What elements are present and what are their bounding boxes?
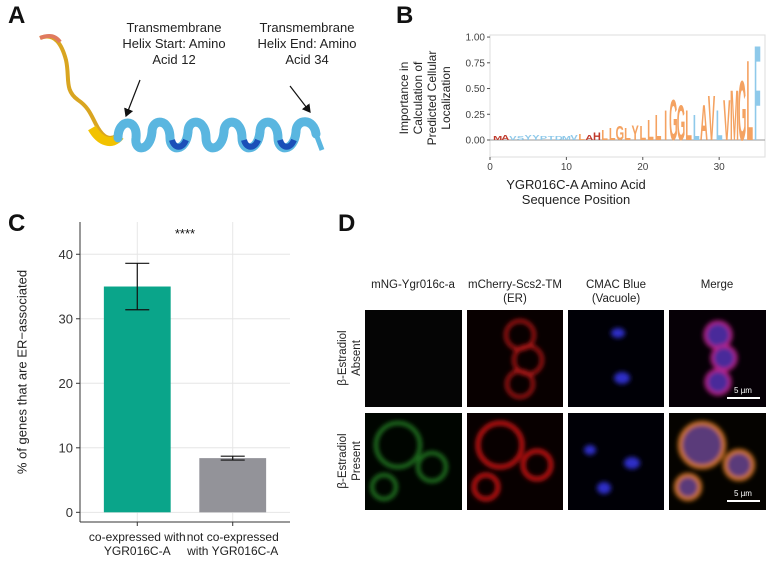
x-axis-label: YGR016C-A Amino Acid Sequence Position bbox=[506, 177, 646, 207]
logo-letter: D bbox=[555, 135, 563, 142]
logo-letter: L bbox=[716, 102, 723, 150]
logo-letter: H bbox=[593, 131, 601, 143]
logo-letter: L bbox=[578, 133, 585, 143]
logo-letter: G bbox=[669, 89, 677, 153]
x-tick-label: not co-expressed with YGR016C-A bbox=[186, 530, 279, 558]
logo-letter: G bbox=[677, 94, 685, 151]
panel-label: D bbox=[338, 210, 356, 237]
logo-letter: V bbox=[723, 89, 730, 153]
logo-letter: S bbox=[517, 135, 525, 142]
panel-label: B bbox=[396, 2, 414, 29]
logo-letter: L bbox=[693, 108, 700, 149]
y-tick-label: 10 bbox=[59, 440, 73, 455]
column-header: Merge bbox=[700, 279, 734, 291]
y-tick-label: 30 bbox=[59, 311, 73, 326]
logo-letter: L bbox=[647, 114, 654, 147]
logo-letter: F bbox=[754, 19, 761, 170]
x-tick-label: 0 bbox=[487, 162, 493, 173]
y-tick-label: 1.00 bbox=[466, 33, 486, 44]
annotation: Transmembrane Helix End: Amino Acid 34 bbox=[257, 20, 357, 67]
logo-letter: M bbox=[730, 76, 739, 156]
logo-letter: L bbox=[624, 126, 631, 145]
logo-letter: A bbox=[700, 94, 708, 151]
panel-label: C bbox=[8, 210, 26, 237]
column-header: CMAC Blue (Vacuole) bbox=[585, 279, 647, 305]
y-tick-label: 0.00 bbox=[466, 136, 486, 147]
scale-bar-label: 5 µm bbox=[734, 489, 752, 498]
logo-letter: A bbox=[585, 134, 593, 142]
scale-bar-label: 5 µm bbox=[734, 386, 752, 395]
logo-letter: Y bbox=[532, 134, 539, 142]
y-tick-label: 20 bbox=[59, 376, 73, 391]
x-tick-label: 10 bbox=[561, 162, 573, 173]
y-tick-label: 0 bbox=[66, 505, 73, 520]
logo-letter: G bbox=[738, 63, 746, 158]
panel-label: A bbox=[8, 2, 26, 29]
y-axis-label: Importance in Calculation of Predicted C… bbox=[397, 50, 453, 146]
logo-letter: M bbox=[493, 135, 502, 142]
logo-letter: L bbox=[655, 108, 662, 149]
y-axis-label: % of genes that are ER−associated bbox=[14, 269, 30, 475]
logo-letter: M bbox=[562, 135, 571, 142]
row-label: β-Estradiol Absent bbox=[337, 330, 363, 386]
plot-frame bbox=[489, 34, 766, 158]
column-header: mNG-Ygr016c-a bbox=[371, 279, 455, 291]
x-tick-label: co-expressed with YGR016C-A bbox=[88, 530, 186, 558]
logo-letter: L bbox=[639, 123, 646, 145]
x-tick-label: 30 bbox=[714, 162, 726, 173]
protein-structure bbox=[39, 33, 325, 153]
y-tick-label: 0.25 bbox=[466, 110, 486, 121]
logo-letter: A bbox=[501, 134, 509, 142]
bar bbox=[199, 458, 267, 513]
logo-letter: T bbox=[548, 135, 556, 142]
column-header: mCherry-Scs2-TM (ER) bbox=[468, 279, 562, 305]
logo-letter: L bbox=[609, 126, 616, 145]
logo-letter: Y bbox=[632, 121, 640, 145]
y-tick-label: 0.50 bbox=[466, 84, 486, 95]
logo-letter: V bbox=[570, 134, 578, 142]
logo-letter: V bbox=[509, 135, 517, 142]
row-label: β-Estradiol Present bbox=[337, 433, 363, 489]
logo-letter: G bbox=[616, 123, 624, 145]
bar bbox=[103, 286, 171, 513]
logo-letter: L bbox=[601, 127, 608, 144]
annotation: Transmembrane Helix Start: Amino Acid 12 bbox=[122, 20, 226, 67]
logo-letter: P bbox=[540, 135, 548, 142]
y-tick-label: 0.75 bbox=[466, 58, 486, 69]
y-tick-label: 40 bbox=[59, 247, 73, 262]
logo-letter: V bbox=[708, 81, 715, 154]
significance: **** bbox=[175, 226, 195, 241]
logo-letter: Y bbox=[525, 134, 532, 142]
microscopy-images bbox=[365, 310, 766, 510]
logo-letter: I bbox=[664, 102, 667, 150]
logo-letter: L bbox=[685, 102, 692, 150]
logo-letter: L bbox=[746, 37, 753, 165]
x-tick-label: 20 bbox=[637, 162, 649, 173]
